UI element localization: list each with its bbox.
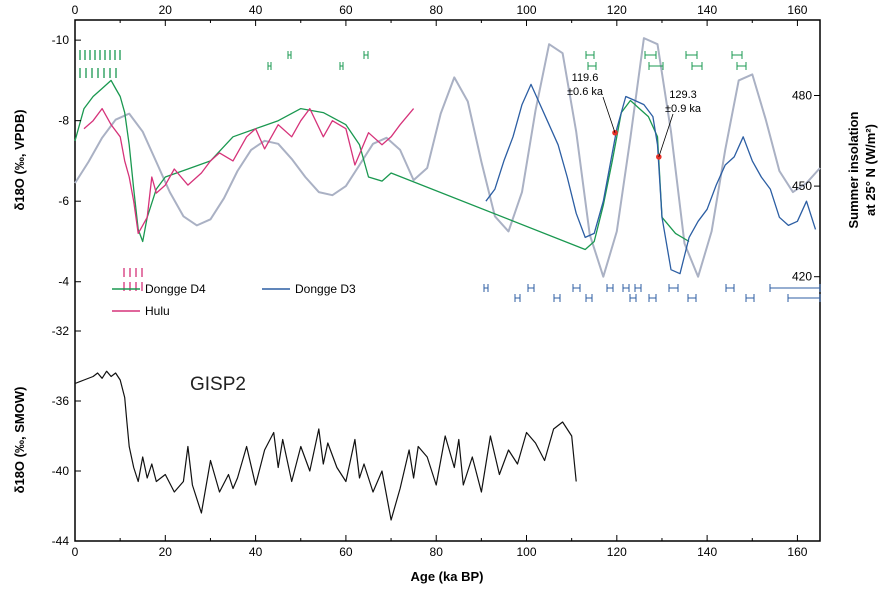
x-tick-label-top-7: 140	[697, 3, 717, 17]
x-tick-label-top-8: 160	[787, 3, 807, 17]
y-axis-title-right-2: at 25° N (W/m²)	[863, 124, 878, 216]
y-axis-title-right-1: Summer insolation	[846, 111, 861, 228]
legend: Dongge D4 Dongge D3 Hulu	[112, 282, 356, 318]
series-gisp2	[74, 370, 577, 521]
marker-label-1-line1: 119.6	[572, 72, 599, 84]
marker-layer	[602, 96, 674, 160]
series-layer	[74, 79, 817, 521]
x-axis-title: Age (ka BP)	[411, 569, 484, 584]
marker-leader-1	[602, 96, 616, 133]
x-tick-label-top-4: 80	[430, 3, 444, 17]
series-insolation	[74, 37, 821, 278]
x-tick-label-top-5: 100	[516, 3, 536, 17]
x-tick-label-bottom-2: 40	[249, 545, 263, 559]
x-tick-label-top-6: 120	[607, 3, 627, 17]
x-tick-label-bottom-5: 100	[516, 545, 536, 559]
x-tick-label-top-1: 20	[159, 3, 173, 17]
y-tick-label-bottom-3: -44	[52, 534, 70, 548]
legend-label-d4: Dongge D4	[145, 282, 206, 296]
marker-label-2-line1: 129.3	[669, 89, 697, 101]
plot-frame	[74, 19, 821, 542]
y-axis-title-top: δ18O (‰, VPDB)	[12, 109, 27, 210]
legend-label-hulu: Hulu	[145, 304, 170, 318]
gisp2-title: GISP2	[190, 374, 246, 395]
y-tick-label-left-1: -8	[58, 114, 69, 128]
series-dongge-d4	[74, 79, 690, 251]
marker-label-1-line2: ±0.6 ka	[567, 86, 604, 98]
y-tick-label-bottom-2: -40	[52, 464, 70, 478]
y-tick-label-left-0: -10	[52, 33, 70, 47]
marker-leader-2	[658, 113, 674, 158]
y-tick-label-left-3: -4	[58, 275, 69, 289]
marker-label-2-line2: ±0.9 ka	[665, 103, 702, 115]
y-tick-label-left-2: -6	[58, 194, 69, 208]
x-tick-label-bottom-6: 120	[607, 545, 627, 559]
series-dongge-d3	[485, 83, 817, 275]
ticks-layer: 0 0 20 20 40 40 60 60 80 80 100 100 120 120 140 140 160 1…	[52, 3, 820, 559]
x-tick-label-bottom-1: 20	[159, 545, 173, 559]
y-tick-label-right-2: 420	[792, 270, 812, 284]
x-tick-label-bottom-4: 80	[430, 545, 444, 559]
y-tick-label-right-0: 480	[792, 89, 812, 103]
series-hulu	[83, 107, 415, 235]
y-tick-label-bottom-1: -36	[52, 394, 70, 408]
x-tick-label-bottom-0: 0	[72, 545, 79, 559]
y-tick-label-bottom-0: -32	[52, 324, 70, 338]
x-tick-label-top-0: 0	[72, 3, 79, 17]
plot-border	[74, 19, 821, 542]
y-axis-title-bottom: δ18O (‰, SMOW)	[12, 387, 27, 494]
legend-label-d3: Dongge D3	[295, 282, 356, 296]
x-tick-label-bottom-3: 60	[339, 545, 353, 559]
x-tick-label-top-2: 40	[249, 3, 263, 17]
error-bars-layer	[79, 50, 821, 302]
y-tick-label-right-1: 450	[792, 179, 812, 193]
x-tick-label-top-3: 60	[339, 3, 353, 17]
x-tick-label-bottom-7: 140	[697, 545, 717, 559]
insolation-curve-layer	[74, 37, 821, 278]
x-tick-label-bottom-8: 160	[787, 545, 807, 559]
